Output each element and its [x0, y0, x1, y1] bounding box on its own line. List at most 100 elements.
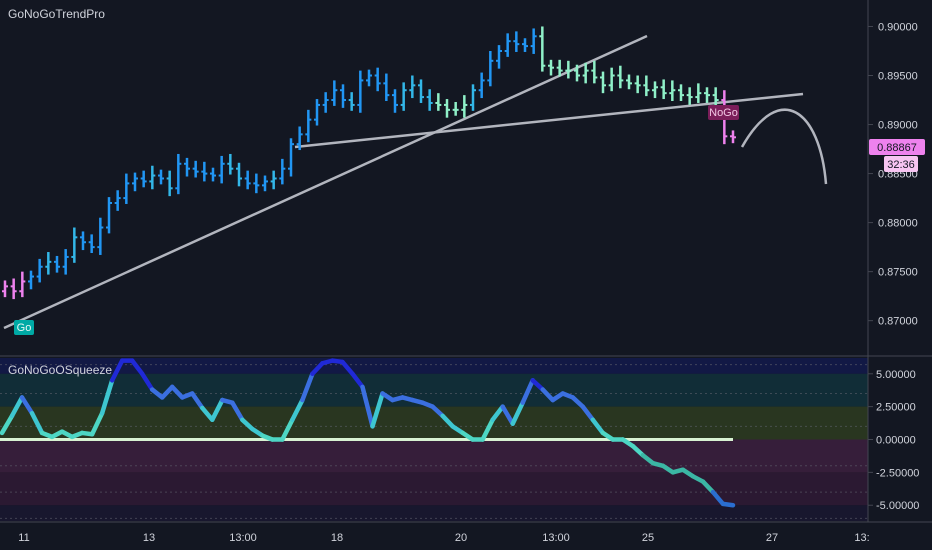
price-bar[interactable]: [504, 33, 511, 57]
squeeze-segment[interactable]: [590, 417, 606, 436]
price-bar[interactable]: [548, 59, 554, 76]
price-bar[interactable]: [88, 234, 95, 254]
price-bar[interactable]: [461, 95, 468, 118]
price-bar[interactable]: [383, 73, 390, 102]
price-bar[interactable]: [201, 161, 208, 182]
squeeze-segment[interactable]: [9, 395, 25, 419]
price-bar[interactable]: [496, 45, 502, 69]
price-bar[interactable]: [175, 153, 182, 195]
squeeze-oscillator-pane[interactable]: [0, 358, 868, 521]
price-bar[interactable]: [695, 83, 702, 103]
squeeze-segment[interactable]: [350, 371, 365, 390]
squeeze-segment[interactable]: [129, 358, 145, 377]
squeeze-segment[interactable]: [540, 387, 556, 403]
price-bar[interactable]: [470, 84, 476, 111]
squeeze-segment[interactable]: [440, 413, 455, 429]
squeeze-segment[interactable]: [99, 378, 115, 416]
squeeze-segment[interactable]: [710, 489, 726, 507]
price-bar[interactable]: [392, 89, 398, 113]
price-bar[interactable]: [54, 255, 60, 273]
squeeze-series[interactable]: [0, 358, 736, 508]
squeeze-value-axis[interactable]: 5.00000 2.50000 0.00000 -2.50000 -5.00000: [868, 369, 919, 512]
price-bar[interactable]: [582, 62, 589, 84]
squeeze-segment[interactable]: [159, 384, 175, 400]
squeeze-indicator-title[interactable]: GoNoGoOSqueeze: [8, 363, 112, 377]
price-bar[interactable]: [400, 82, 407, 111]
projection-arc[interactable]: [740, 108, 828, 185]
price-bar[interactable]: [704, 87, 710, 103]
price-bar[interactable]: [10, 278, 17, 300]
price-bar[interactable]: [513, 31, 520, 52]
price-bar[interactable]: [132, 172, 138, 192]
trend-indicator-title[interactable]: GoNoGoTrendPro: [8, 7, 105, 21]
squeeze-segment[interactable]: [139, 371, 155, 392]
squeeze-segment[interactable]: [310, 361, 325, 377]
squeeze-segment[interactable]: [210, 397, 225, 423]
price-bar[interactable]: [643, 75, 650, 97]
squeeze-segment[interactable]: [89, 410, 105, 437]
squeeze-segment[interactable]: [280, 417, 295, 442]
squeeze-segment[interactable]: [370, 391, 385, 429]
price-bar[interactable]: [288, 138, 294, 177]
rising-trendline[interactable]: [3, 34, 648, 330]
falling-trendline[interactable]: [294, 92, 804, 149]
price-bar[interactable]: [62, 249, 69, 275]
price-bar[interactable]: [244, 170, 251, 190]
price-bar[interactable]: [530, 28, 537, 54]
price-bar[interactable]: [296, 126, 303, 151]
price-bar[interactable]: [36, 258, 43, 283]
price-bar[interactable]: [158, 169, 164, 185]
price-bar[interactable]: [253, 173, 260, 194]
price-bar[interactable]: [574, 64, 580, 82]
price-bar[interactable]: [678, 84, 684, 102]
price-bar[interactable]: [149, 165, 156, 190]
price-bar[interactable]: [600, 71, 606, 94]
squeeze-segment[interactable]: [290, 397, 305, 423]
trendlines[interactable]: [3, 34, 828, 330]
price-bar[interactable]: [340, 84, 346, 108]
price-bar[interactable]: [227, 153, 234, 175]
price-bar[interactable]: [348, 92, 355, 111]
price-bar[interactable]: [660, 79, 667, 100]
price-bar[interactable]: [97, 217, 104, 255]
price-bar[interactable]: [452, 101, 459, 116]
price-bar[interactable]: [522, 38, 528, 52]
price-bar[interactable]: [270, 170, 277, 190]
price-bar[interactable]: [184, 157, 190, 177]
price-bar[interactable]: [730, 130, 736, 144]
price-bar[interactable]: [357, 70, 364, 113]
squeeze-segment[interactable]: [700, 479, 716, 495]
squeeze-segment[interactable]: [580, 404, 596, 423]
squeeze-segment[interactable]: [570, 395, 586, 409]
squeeze-segment[interactable]: [430, 404, 445, 419]
squeeze-segment[interactable]: [720, 501, 736, 508]
squeeze-segment[interactable]: [240, 417, 255, 432]
price-bar[interactable]: [192, 160, 199, 178]
price-bar[interactable]: [210, 167, 216, 182]
squeeze-segment[interactable]: [0, 413, 15, 436]
price-bar[interactable]: [314, 99, 320, 126]
squeeze-segment[interactable]: [340, 359, 355, 377]
main-price-pane[interactable]: [2, 26, 828, 330]
squeeze-segment[interactable]: [500, 404, 515, 426]
price-bar[interactable]: [80, 231, 86, 251]
price-bar[interactable]: [409, 75, 416, 99]
price-bar[interactable]: [669, 80, 676, 102]
price-bar[interactable]: [418, 79, 424, 103]
squeeze-segment[interactable]: [190, 391, 205, 411]
price-bar[interactable]: [444, 99, 450, 118]
squeeze-segment[interactable]: [109, 358, 125, 383]
price-bar[interactable]: [106, 197, 112, 234]
price-bar[interactable]: [322, 92, 329, 113]
price-bar[interactable]: [539, 26, 546, 72]
squeeze-segment[interactable]: [29, 410, 45, 436]
squeeze-segment[interactable]: [169, 384, 185, 400]
price-bar[interactable]: [19, 271, 26, 298]
squeeze-segment[interactable]: [530, 378, 545, 392]
price-bar[interactable]: [608, 67, 615, 92]
price-bar[interactable]: [435, 93, 442, 111]
price-bar[interactable]: [2, 280, 8, 298]
price-bar[interactable]: [686, 87, 693, 105]
price-bar[interactable]: [478, 72, 485, 99]
